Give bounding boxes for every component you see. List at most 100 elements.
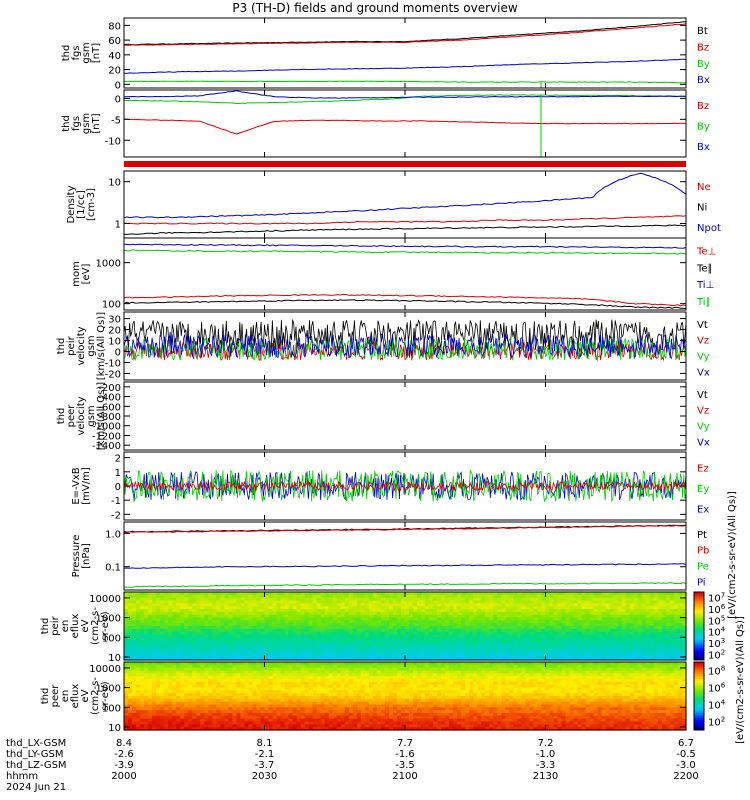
spectrogram-cell [136,687,141,691]
legend-label: Bz [697,101,709,112]
spectrogram-cell [465,606,470,610]
spectrogram-cell [292,651,298,655]
spectrogram-cell [405,609,410,613]
spectrogram-cell [288,724,294,728]
spectrogram-cell [284,640,290,644]
spectrogram-cell [124,603,129,607]
spectrogram-cell [649,592,655,596]
spectrogram-cell [296,724,302,728]
spectrogram-cell [396,626,402,630]
spectrogram-cell [152,710,157,714]
spectrogram-cell [236,614,242,619]
spectrogram-cell [533,617,539,621]
spectrogram-cell [421,626,426,630]
spectrogram-cell [308,681,314,686]
spectrogram-cell [425,594,430,599]
spectrogram-cell [140,710,145,714]
spectrogram-cell [356,634,362,638]
spectrogram-cell [336,696,342,700]
spectrogram-cell [637,597,643,602]
spectrogram-cell [280,654,286,658]
spectrogram-cell [220,721,225,725]
spectrogram-cell [124,690,129,694]
ytick-label: 10000 [89,594,121,605]
spectrogram-cell [172,701,177,706]
spectrogram-cell [661,617,667,621]
spectrogram-cell [128,715,133,720]
spectrogram-cell [304,670,310,674]
spectrogram-cell [521,603,527,607]
spectrogram-cell [400,651,406,655]
spectrogram-cell [613,620,619,624]
legend-label: Vt [697,320,708,331]
spectrogram-cell [180,611,185,616]
spectrogram-cell [665,609,671,613]
spectrogram-cell [136,698,141,703]
spectrogram-cell [200,662,205,666]
spectrogram-cell [180,623,185,627]
spectrogram-cell [268,684,274,689]
spectrogram-cell [437,611,442,616]
ytick-label: 60 [108,36,121,47]
spectrogram-cell [473,597,478,602]
spectrogram-cell [380,643,386,647]
spectrogram-cell [172,651,177,655]
spectrogram-cell [240,679,246,683]
spectrogram-cell [437,603,442,607]
spectrogram-cell [553,594,559,599]
spectrogram-cell [368,657,374,661]
spectrogram-cell [240,603,246,607]
spectrogram-cell [272,718,278,723]
spectrogram-cell [625,634,631,638]
spectrogram-cell [340,684,346,689]
spectrogram-cell [252,687,258,691]
spectrogram-cell [132,681,137,686]
spectrogram-cell [124,710,129,714]
spectrogram-cell [593,609,599,613]
spectrogram-cell [232,600,237,604]
spectrogram-cell [469,617,474,621]
spectrogram-cell [340,614,346,619]
spectrogram-cell [144,651,149,655]
spectrogram-cell [509,640,514,644]
spectrogram-cell [320,634,326,638]
spectrogram-cell [505,643,510,647]
spectrogram-cell [172,643,177,647]
spectrogram-cell [304,707,310,711]
spectrogram-cell [384,657,390,661]
spectrogram-cell [380,614,386,619]
spectrogram-cell [180,592,185,596]
spectrogram-cell [453,600,458,604]
spectrogram-cell [348,634,354,638]
spectrogram-cell [621,637,627,641]
spectrogram-cell [324,710,330,714]
spectrogram-cell [324,707,330,711]
spectrogram-cell [513,611,518,616]
spectrogram-cell [613,609,619,613]
spectrogram-cell [356,645,362,650]
spectrogram-cell [677,609,683,613]
spectrogram-cell [477,603,482,607]
spectrogram-cell [268,606,274,610]
spectrogram-cell [264,724,270,728]
spectrogram-cell [368,634,374,638]
spectrogram-cell [144,710,149,714]
spectrogram-cell [200,710,205,714]
spectrogram-cell [485,617,490,621]
spectrogram-cell [264,628,270,633]
spectrogram-cell [316,634,322,638]
spectrogram-cell [236,724,242,728]
spectrogram-cell [176,623,181,627]
spectrogram-cell [228,651,233,655]
spectrogram-cell [409,617,414,621]
spectrogram-cell [669,614,675,619]
spectrogram-cell [156,710,161,714]
spectrogram-cell [645,606,651,610]
spectrogram-cell [208,664,213,669]
spectrogram-cell [465,592,470,596]
spectrogram-cell [553,657,559,661]
spectrogram-cell [144,643,149,647]
spectrogram-cell [621,594,627,599]
spectrogram-cell [673,640,679,644]
spectrogram-cell [184,715,189,720]
